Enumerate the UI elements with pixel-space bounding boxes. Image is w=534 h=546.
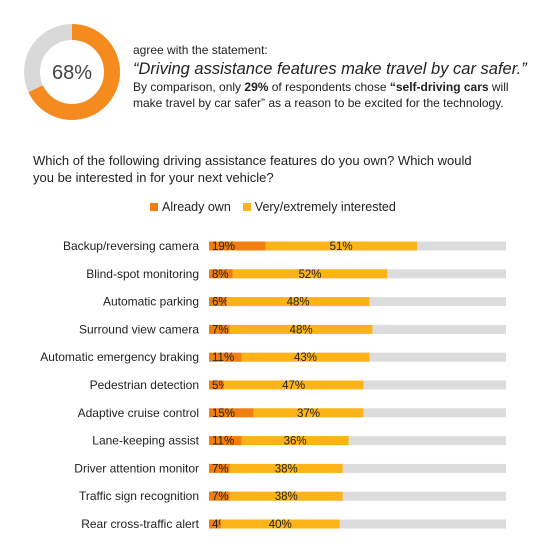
bar-chart: Backup/reversing camera 19% 51% Blind-spot … <box>40 239 506 531</box>
bar-interested <box>229 324 373 334</box>
headline-lead: agree with the statement: <box>133 43 268 57</box>
category-label: Surround view camera <box>79 322 199 336</box>
value-label-already-own: 7% <box>212 324 229 336</box>
headline-quote: “Driving assistance features make travel… <box>133 60 527 78</box>
legend-item-interested: Very/extremely interested <box>242 200 396 214</box>
bar-already-own <box>209 297 227 307</box>
bar-interested <box>253 408 364 418</box>
value-label-already-own: 7% <box>212 463 229 475</box>
category-label: Backup/reversing camera <box>63 239 199 253</box>
bar-already-own <box>209 519 221 529</box>
bar-already-own <box>209 269 233 279</box>
bar-interested <box>232 269 388 279</box>
value-label-interested: 47% <box>282 380 305 392</box>
value-label-interested: 40% <box>269 519 292 531</box>
category-label: Adaptive cruise control <box>78 406 199 420</box>
category-label: Automatic emergency braking <box>40 350 199 364</box>
value-label-already-own: 19% <box>212 241 235 253</box>
category-label: Automatic parking <box>103 295 199 309</box>
bar-already-own <box>209 324 230 334</box>
chart-legend: Already own Very/extremely interested <box>150 200 396 214</box>
comparison-text-1: By comparison, only <box>133 80 245 94</box>
value-label-already-own: 8% <box>212 269 229 281</box>
bar-track <box>209 436 506 446</box>
legend-swatch-interested <box>242 203 251 211</box>
donut-percent-label: 68% <box>52 62 92 84</box>
value-label-already-own: 6% <box>212 297 229 309</box>
bar-already-own <box>209 408 254 418</box>
category-label: Rear cross-traffic alert <box>81 517 199 531</box>
value-label-already-own: 15% <box>212 408 235 420</box>
headline-block: agree with the statement: “Driving assis… <box>133 43 528 111</box>
legend-item-already-own: Already own <box>150 200 231 214</box>
bar-track <box>209 463 506 473</box>
category-label: Lane-keeping assist <box>92 434 199 448</box>
bar-interested <box>223 380 364 390</box>
value-label-interested: 38% <box>275 463 298 475</box>
bar-already-own <box>209 491 230 501</box>
bar-interested <box>229 491 343 501</box>
bar-interested <box>226 297 370 307</box>
bar-interested <box>229 463 343 473</box>
category-label: Driver attention monitor <box>74 461 199 475</box>
bar-interested <box>241 436 349 446</box>
value-label-already-own: 11% <box>212 436 234 448</box>
value-label-interested: 43% <box>294 352 317 364</box>
legend-swatch-already-own <box>150 203 158 211</box>
category-label: Pedestrian detection <box>90 378 199 392</box>
category-label: Blind-spot monitoring <box>86 267 199 281</box>
comparison-bold-1: 29% <box>244 80 269 94</box>
comparison-bold-2: “self-driving cars <box>389 80 489 94</box>
bar-interested <box>241 352 370 362</box>
bar-already-own <box>209 352 242 362</box>
value-label-interested: 52% <box>298 269 321 281</box>
value-label-already-own: 7% <box>212 491 229 503</box>
value-label-interested: 37% <box>297 408 320 420</box>
value-label-already-own: 11% <box>212 352 234 364</box>
bar-interested <box>220 519 340 529</box>
bar-already-own <box>209 380 224 390</box>
value-label-interested: 48% <box>287 297 310 309</box>
category-label: Traffic sign recognition <box>79 489 199 503</box>
comparison-text-3: will make travel by car safer” as a reas… <box>133 80 509 110</box>
percent-donut: 68% <box>24 24 120 120</box>
legend-label-already-own: Already own <box>162 200 231 214</box>
bar-track <box>209 491 506 501</box>
value-label-interested: 38% <box>275 491 298 503</box>
value-label-interested: 36% <box>284 436 307 448</box>
bar-already-own <box>209 463 230 473</box>
bar-interested <box>265 241 417 251</box>
bar-track <box>209 519 506 529</box>
comparison-text-2: of respondents chose <box>268 80 390 94</box>
headline-comparison: By comparison, only 29% of respondents c… <box>133 80 528 111</box>
donut-fill <box>24 24 120 120</box>
value-label-interested: 48% <box>290 324 313 336</box>
bar-already-own <box>209 436 242 446</box>
chart-question: Which of the following driving assistanc… <box>33 153 472 185</box>
bar-already-own <box>209 241 266 251</box>
value-label-interested: 51% <box>330 241 353 253</box>
legend-label-interested: Very/extremely interested <box>254 200 396 214</box>
